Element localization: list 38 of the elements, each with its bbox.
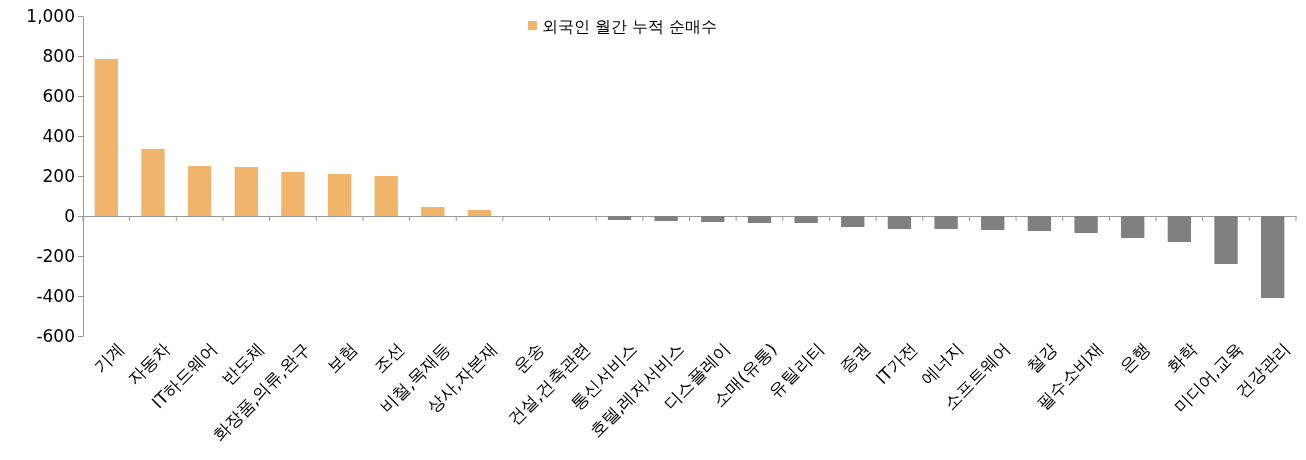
bar [654,216,678,221]
x-tick-label: 은행 [1115,339,1154,378]
x-tick-label: 증권 [835,339,875,378]
bar [934,216,958,229]
bar [281,172,305,216]
bar [141,149,165,216]
bar [981,216,1005,230]
bar [327,174,352,216]
bar [421,207,445,216]
y-tick-label: 800 [42,45,75,66]
x-tick-label: 보험 [322,339,361,378]
y-tick-label: -200 [36,245,75,266]
bar [1027,216,1052,231]
bar [187,166,212,216]
bar [1167,216,1192,242]
y-tick-label: 200 [42,165,75,186]
bar [1214,216,1238,264]
y-tick-label: 600 [42,85,75,106]
y-tick-label: 0 [64,205,75,226]
x-tick-label: 기계 [89,339,128,378]
legend-label: 외국인 월간 누적 순매수 [542,16,718,36]
bar [467,210,492,216]
bar [234,167,258,216]
bar [747,216,772,223]
bar [1074,216,1098,233]
y-tick-label: -400 [36,285,75,306]
bar [841,216,865,227]
bar [1121,216,1145,238]
y-tick-label: 400 [42,125,75,146]
bar [701,216,725,222]
bar [94,59,118,216]
bar [374,176,398,216]
bar [794,216,818,223]
y-tick-label: -600 [36,325,75,346]
bar [1261,216,1285,298]
bar [887,216,912,229]
y-tick-label: 1,000 [26,5,75,26]
bar [607,216,632,220]
